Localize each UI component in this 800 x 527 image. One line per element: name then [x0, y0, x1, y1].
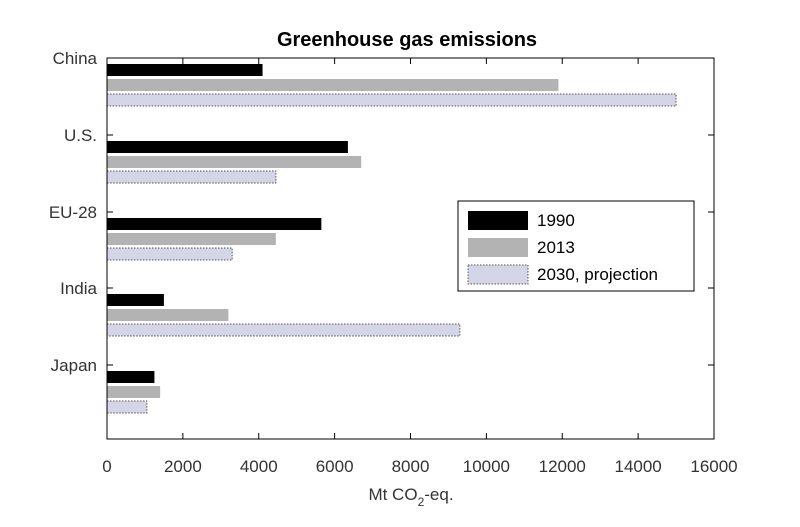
- bar-india-2013: [107, 309, 229, 321]
- x-tick-label: 4000: [240, 457, 278, 476]
- bar-india-1990: [107, 294, 164, 306]
- y-tick-label: Japan: [51, 356, 97, 375]
- bar-japan-1990: [107, 371, 155, 383]
- bar-japan-2030-projection: [106, 400, 148, 414]
- y-tick-label: China: [53, 49, 98, 68]
- x-tick-label: 0: [102, 457, 111, 476]
- x-axis-label-tail: -eq.: [424, 485, 453, 504]
- bar-eu-28-2030-projection: [106, 247, 233, 261]
- y-tick-label: EU-28: [49, 203, 97, 222]
- bar-japan-2013: [107, 386, 161, 398]
- x-tick-label: 16000: [690, 457, 737, 476]
- x-tick-label: 2000: [164, 457, 202, 476]
- bar-india-2030-projection: [106, 323, 461, 337]
- bar-china-1990: [107, 64, 263, 76]
- legend: 1990 2013 2030, projection: [457, 200, 695, 292]
- x-tick-label: 14000: [614, 457, 661, 476]
- bars-group: [106, 64, 677, 414]
- legend-swatch: [467, 264, 529, 285]
- y-tick-label: India: [60, 279, 97, 298]
- legend-label: 1990: [537, 211, 575, 230]
- y-axis: China U.S. EU-28 India Japan: [49, 49, 714, 375]
- x-axis: 0 2000 4000 6000 8000 10000 12000 14000 16000: [102, 58, 738, 476]
- legend-swatch: [468, 238, 528, 257]
- x-tick-label: 6000: [316, 457, 354, 476]
- legend-swatch: [468, 211, 528, 230]
- x-tick-label: 12000: [539, 457, 586, 476]
- x-axis-label-subscript: 2: [418, 495, 425, 509]
- legend-label: 2013: [537, 238, 575, 257]
- x-tick-label: 10000: [463, 457, 510, 476]
- x-tick-label: 8000: [392, 457, 430, 476]
- bar-u-s--1990: [107, 141, 348, 153]
- bar-china-2013: [107, 79, 559, 91]
- chart-title: Greenhouse gas emissions: [277, 29, 537, 51]
- y-tick-label: U.S.: [64, 126, 97, 145]
- bar-u-s--2030-projection: [106, 170, 277, 184]
- bar-china-2030-projection: [106, 93, 677, 107]
- legend-label: 2030, projection: [537, 265, 658, 284]
- bar-u-s--2013: [107, 156, 362, 168]
- x-axis-label: Mt CO2-eq.: [368, 485, 453, 509]
- bar-eu-28-1990: [107, 218, 322, 230]
- x-axis-label-main: Mt CO: [368, 485, 417, 504]
- bar-eu-28-2013: [107, 233, 276, 245]
